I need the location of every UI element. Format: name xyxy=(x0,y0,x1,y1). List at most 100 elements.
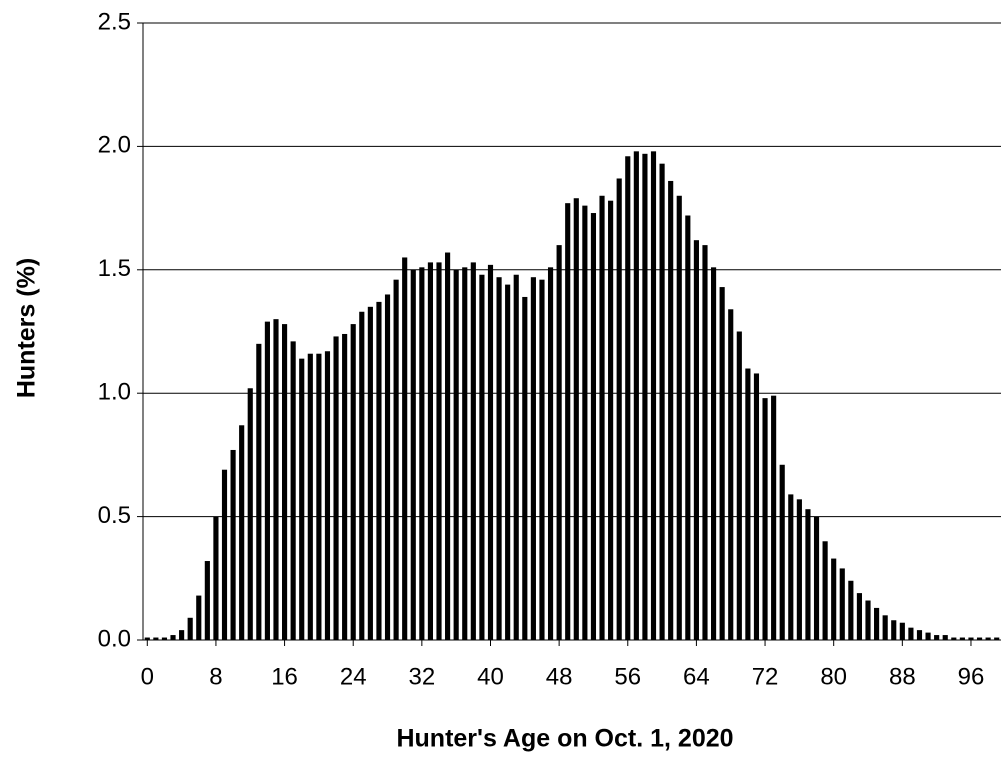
bar xyxy=(899,622,905,640)
bar xyxy=(891,620,897,640)
bar xyxy=(633,151,639,640)
bar xyxy=(264,321,270,640)
bar xyxy=(728,309,734,640)
bar xyxy=(676,195,682,640)
bar xyxy=(170,635,176,640)
bar xyxy=(865,600,871,640)
bar xyxy=(942,635,948,640)
bar xyxy=(230,449,236,640)
bar xyxy=(539,279,545,640)
bar xyxy=(856,593,863,640)
x-tick-label: 64 xyxy=(683,663,710,690)
bar xyxy=(419,267,425,640)
bar xyxy=(427,262,434,640)
y-tick-label: 2.5 xyxy=(98,8,131,35)
bar xyxy=(161,637,168,640)
bar xyxy=(616,178,622,640)
bar xyxy=(710,267,717,640)
bar xyxy=(642,153,648,640)
bar xyxy=(221,469,228,640)
bar xyxy=(470,262,476,640)
bar xyxy=(659,163,665,640)
bar xyxy=(350,324,356,640)
bar xyxy=(333,336,339,640)
bar xyxy=(445,252,451,641)
bar xyxy=(359,311,365,640)
bar xyxy=(925,632,931,640)
bar xyxy=(753,373,760,640)
bar xyxy=(693,240,699,640)
x-tick-label: 56 xyxy=(614,663,641,690)
bar xyxy=(307,353,313,640)
y-tick-label: 0.5 xyxy=(98,502,131,529)
bar xyxy=(487,264,494,640)
bar xyxy=(522,296,528,640)
x-tick-label: 96 xyxy=(958,663,985,690)
y-tick-label: 1.0 xyxy=(98,379,131,406)
bar xyxy=(402,257,408,640)
bar xyxy=(513,274,519,640)
x-tick-label: 24 xyxy=(340,663,367,690)
bar xyxy=(453,269,459,640)
bar xyxy=(813,516,820,640)
bar xyxy=(479,274,485,640)
bar xyxy=(650,151,657,640)
bar xyxy=(874,607,880,640)
bar xyxy=(505,284,511,640)
bar xyxy=(556,245,562,640)
bar xyxy=(779,464,785,640)
bar xyxy=(848,580,854,640)
bar xyxy=(496,277,502,640)
bar xyxy=(702,245,708,640)
bar xyxy=(599,195,605,640)
bar xyxy=(788,494,794,640)
bar xyxy=(951,637,957,640)
x-tick-label: 16 xyxy=(271,663,298,690)
bar xyxy=(187,617,193,640)
bar xyxy=(934,635,940,640)
bar xyxy=(796,499,802,640)
bar xyxy=(582,205,588,640)
y-tick-label: 0.0 xyxy=(98,625,131,652)
bar xyxy=(608,200,614,641)
x-axis-label: Hunter's Age on Oct. 1, 2020 xyxy=(396,725,733,753)
bar xyxy=(153,637,159,640)
bar xyxy=(144,637,150,640)
bar xyxy=(273,319,279,640)
bar xyxy=(342,333,348,640)
bar xyxy=(625,156,631,640)
bar xyxy=(281,324,288,640)
x-tick-label: 88 xyxy=(889,663,916,690)
bar xyxy=(393,279,399,640)
bar xyxy=(908,627,914,640)
x-tick-label: 40 xyxy=(477,663,504,690)
x-tick-label: 32 xyxy=(408,663,435,690)
bar xyxy=(985,637,991,640)
bar xyxy=(196,595,202,640)
bar xyxy=(436,262,442,640)
bar xyxy=(994,637,1000,640)
bar xyxy=(239,425,245,640)
bar xyxy=(384,294,391,640)
y-tick-label: 2.0 xyxy=(98,132,131,159)
bar xyxy=(968,637,974,640)
bar xyxy=(590,213,597,640)
bar xyxy=(376,301,382,640)
bar xyxy=(213,516,219,640)
bar xyxy=(736,331,742,640)
bar xyxy=(771,395,777,640)
x-tick-label: 72 xyxy=(752,663,779,690)
bar xyxy=(204,561,210,640)
bar xyxy=(685,215,691,640)
x-tick-label: 80 xyxy=(820,663,847,690)
bar xyxy=(316,353,322,640)
bar xyxy=(290,341,296,640)
bar xyxy=(179,630,185,640)
bar xyxy=(822,541,828,640)
y-tick-label: 1.5 xyxy=(98,255,131,282)
x-tick-label: 0 xyxy=(141,663,154,690)
x-tick-label: 48 xyxy=(546,663,573,690)
bar xyxy=(745,368,751,640)
bar xyxy=(959,637,965,640)
